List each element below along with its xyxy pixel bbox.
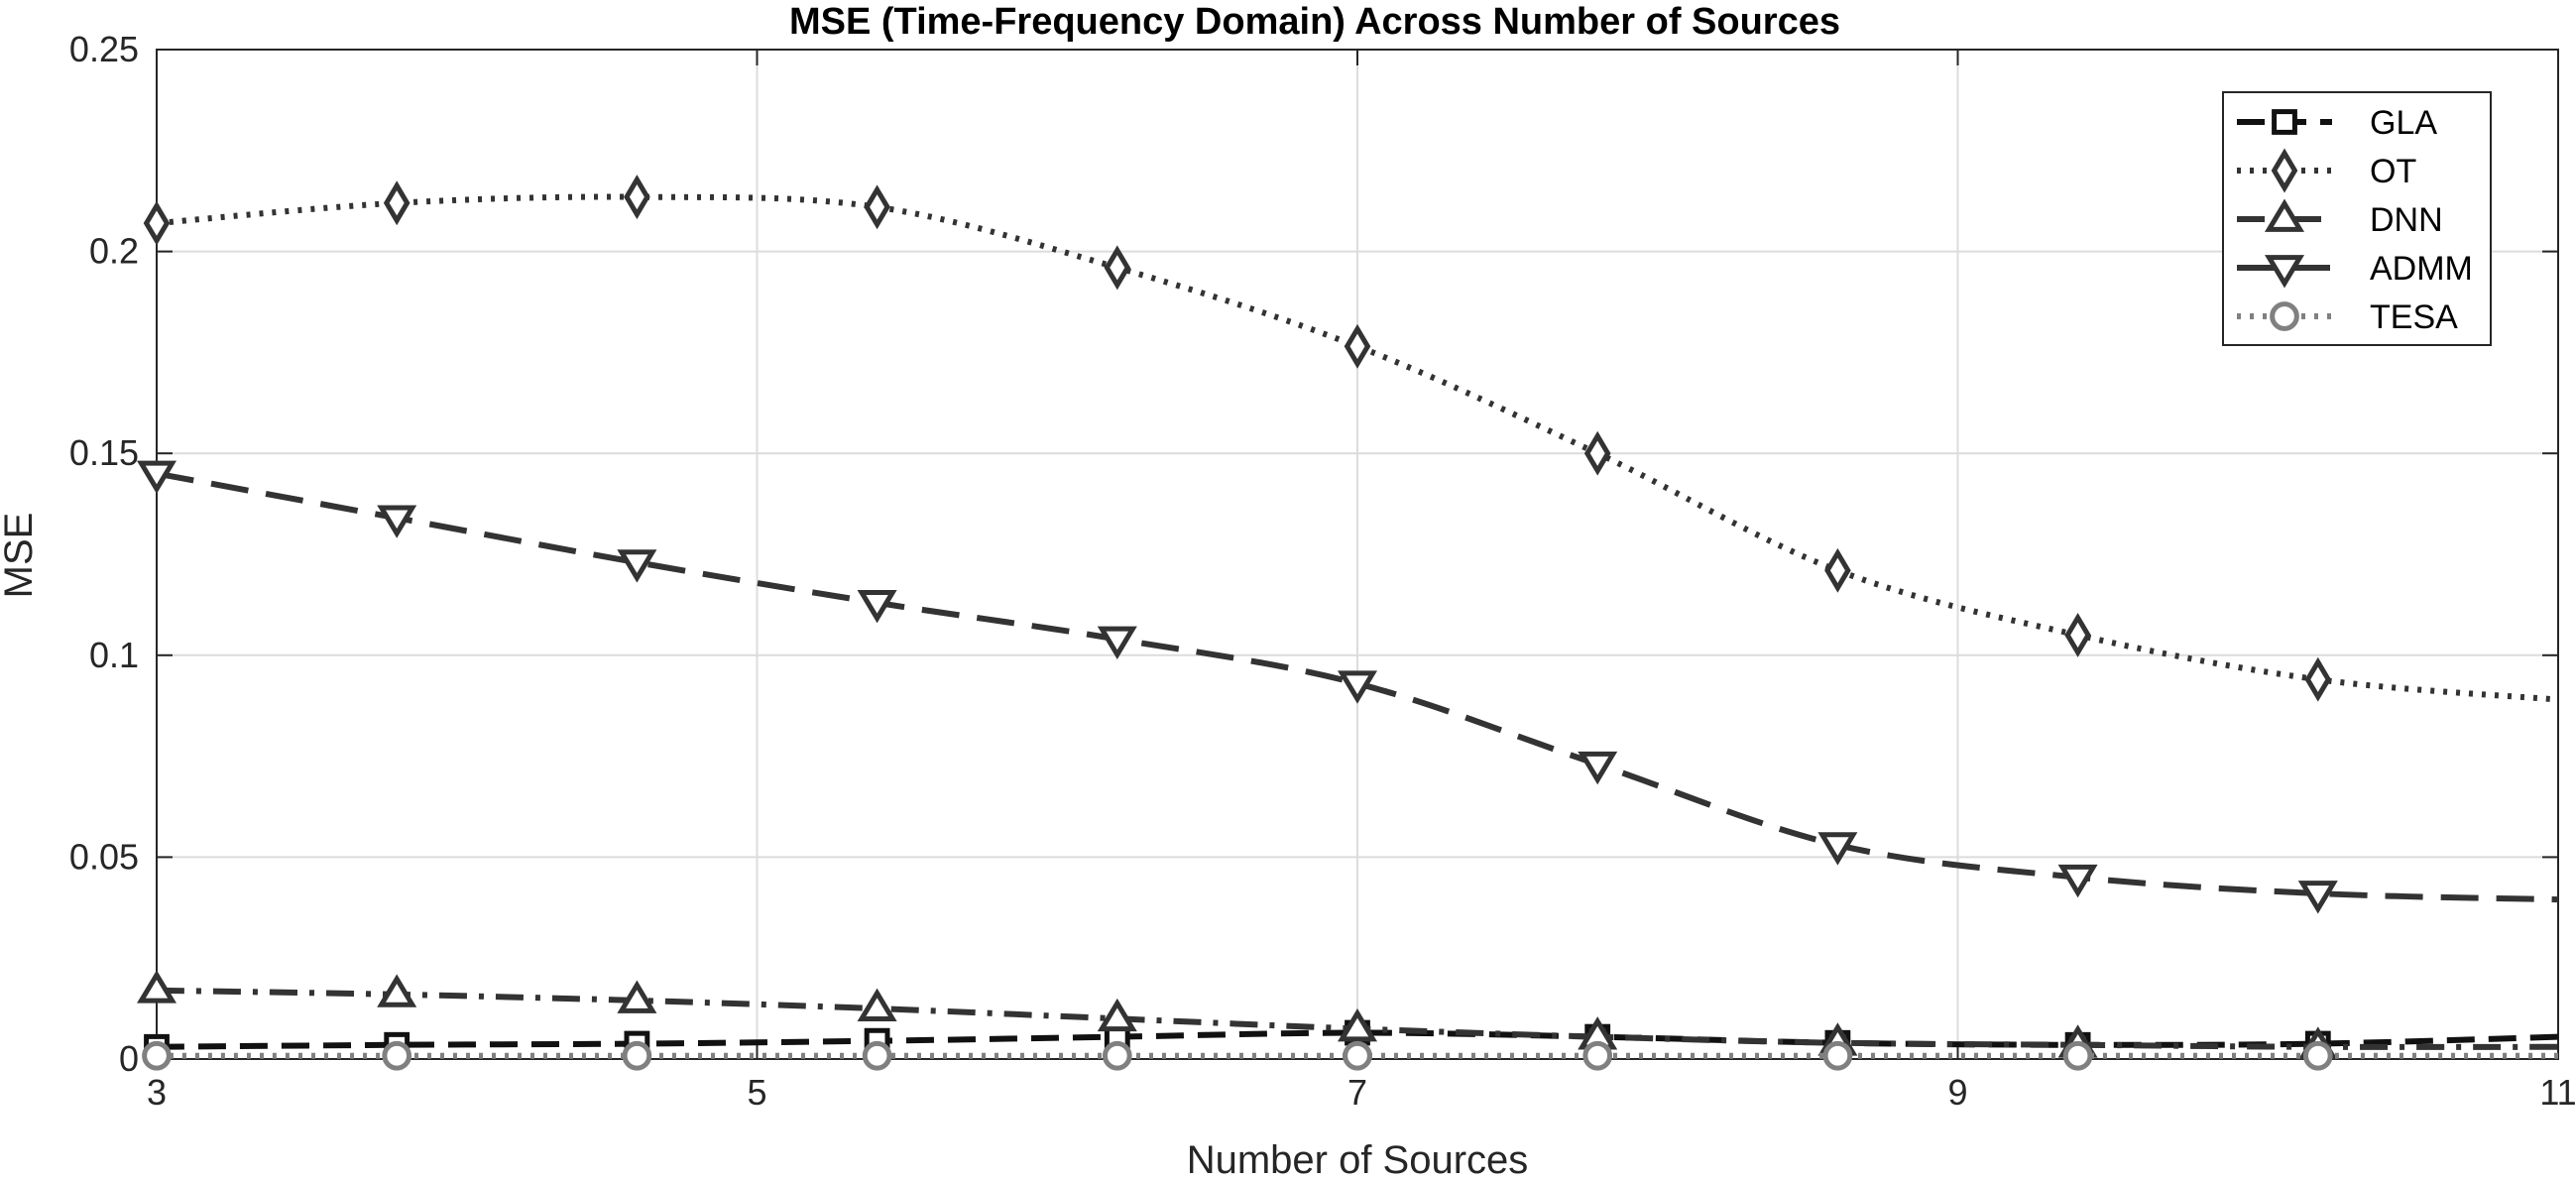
y-tick-label: 0.1 xyxy=(89,635,139,675)
dnn-point xyxy=(1097,998,1137,1032)
legend-dnn-label: DNN xyxy=(2370,201,2443,239)
tesa-point xyxy=(862,1040,892,1071)
legend: GLA OT DNN ADMM TESA xyxy=(2222,91,2492,346)
ot-point xyxy=(1104,245,1131,291)
legend-dnn-marker xyxy=(2264,198,2305,232)
tesa-point xyxy=(1102,1040,1132,1071)
ot-point xyxy=(2064,612,2091,657)
tesa-point xyxy=(622,1040,652,1071)
chart-title: MSE (Time-Frequency Domain) Across Numbe… xyxy=(789,1,1840,43)
legend-ot-marker xyxy=(2271,148,2298,193)
tesa-point xyxy=(382,1040,412,1071)
y-tick-label: 0.2 xyxy=(89,231,139,272)
x-tick-label: 5 xyxy=(747,1072,766,1113)
series-ot xyxy=(143,175,2559,703)
series-admm xyxy=(136,460,2559,914)
dnn-point xyxy=(136,970,177,1004)
admm-point xyxy=(2057,864,2098,898)
ot-point xyxy=(1344,323,1371,369)
ot-point xyxy=(864,184,890,230)
dnn-point xyxy=(857,988,897,1021)
admm-point xyxy=(377,505,417,538)
admm-point xyxy=(2297,881,2338,914)
dnn-point xyxy=(617,980,657,1013)
dnn-point xyxy=(377,974,417,1007)
ot-point xyxy=(143,200,171,246)
tesa-point xyxy=(1582,1040,1613,1071)
tesa-point xyxy=(142,1040,172,1071)
tesa-point xyxy=(1343,1040,1372,1071)
admm-point xyxy=(1578,751,1618,785)
ot-point xyxy=(383,180,410,226)
legend-tesa-marker xyxy=(2270,301,2299,331)
admm-point xyxy=(857,589,897,624)
x-axis-label: Number of Sources xyxy=(1187,1138,1529,1181)
ot-point xyxy=(2304,656,2332,702)
tesa-point xyxy=(2302,1040,2333,1071)
y-tick-label: 0 xyxy=(119,1038,139,1079)
y-tick-label: 0.05 xyxy=(69,836,139,877)
legend-admm-label: ADMM xyxy=(2370,250,2473,288)
x-tick-label: 11 xyxy=(2539,1072,2576,1113)
legend-box xyxy=(2222,91,2492,346)
ot-point xyxy=(1824,547,1851,593)
admm-point xyxy=(617,549,657,583)
x-tick-label: 7 xyxy=(1347,1072,1367,1113)
legend-gla-marker xyxy=(2272,109,2297,135)
legend-admm-marker xyxy=(2264,255,2305,289)
y-tick-label: 0.25 xyxy=(69,29,139,69)
series-tesa xyxy=(142,1040,2558,1071)
admm-point xyxy=(1337,670,1378,704)
x-tick-label: 9 xyxy=(1947,1072,1967,1113)
admm-point xyxy=(1817,832,1858,866)
x-tick-label: 3 xyxy=(147,1072,167,1113)
y-axis-label: MSE xyxy=(0,513,41,599)
legend-ot-label: OT xyxy=(2370,153,2416,190)
dnn-point xyxy=(1337,1008,1378,1042)
admm-point xyxy=(1097,626,1137,659)
admm-point xyxy=(136,460,177,495)
legend-gla-label: GLA xyxy=(2370,104,2437,142)
ot-point xyxy=(624,175,650,220)
legend-tesa-label: TESA xyxy=(2370,298,2458,336)
plot-area: 3 5 7 9 11 0 0.05 0.1 0.15 0.2 0.25 GLA OT DNN ADMM TES… xyxy=(69,29,2576,1113)
tesa-point xyxy=(1822,1040,1853,1071)
y-tick-label: 0.15 xyxy=(69,432,139,473)
tesa-point xyxy=(2062,1040,2093,1071)
ot-point xyxy=(1583,430,1611,476)
admm-line xyxy=(156,470,2559,903)
